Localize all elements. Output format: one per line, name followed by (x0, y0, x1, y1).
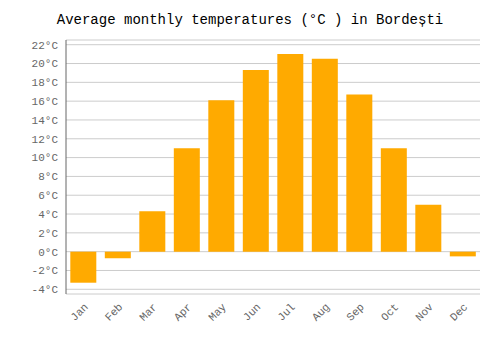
svg-text:Oct: Oct (379, 301, 401, 323)
svg-text:Mar: Mar (137, 301, 159, 323)
svg-text:6°C: 6°C (38, 190, 58, 202)
svg-text:Dec: Dec (448, 301, 470, 323)
svg-text:4°C: 4°C (38, 209, 58, 221)
svg-text:Jun: Jun (241, 301, 263, 323)
svg-text:18°C: 18°C (32, 77, 59, 89)
svg-text:-2°C: -2°C (32, 265, 59, 277)
svg-text:Jan: Jan (68, 301, 90, 323)
svg-text:-4°C: -4°C (32, 284, 59, 296)
svg-text:Jul: Jul (275, 301, 297, 323)
svg-text:20°C: 20°C (32, 58, 59, 70)
svg-text:Aug: Aug (310, 301, 332, 323)
svg-text:10°C: 10°C (32, 152, 59, 164)
svg-text:Apr: Apr (172, 301, 194, 323)
svg-text:Sep: Sep (344, 301, 366, 323)
svg-text:Nov: Nov (413, 301, 436, 324)
svg-text:22°C: 22°C (32, 40, 59, 52)
svg-text:14°C: 14°C (32, 115, 59, 127)
svg-text:May: May (206, 301, 229, 324)
svg-text:16°C: 16°C (32, 96, 59, 108)
svg-text:2°C: 2°C (38, 228, 58, 240)
svg-text:0°C: 0°C (38, 247, 58, 259)
svg-text:12°C: 12°C (32, 134, 59, 146)
html-text:Average monthly temperatures (: Average monthly temperatures (°C ) in Bo… (56, 12, 444, 28)
svg-text:8°C: 8°C (38, 171, 58, 183)
svg-text:Feb: Feb (103, 301, 125, 323)
